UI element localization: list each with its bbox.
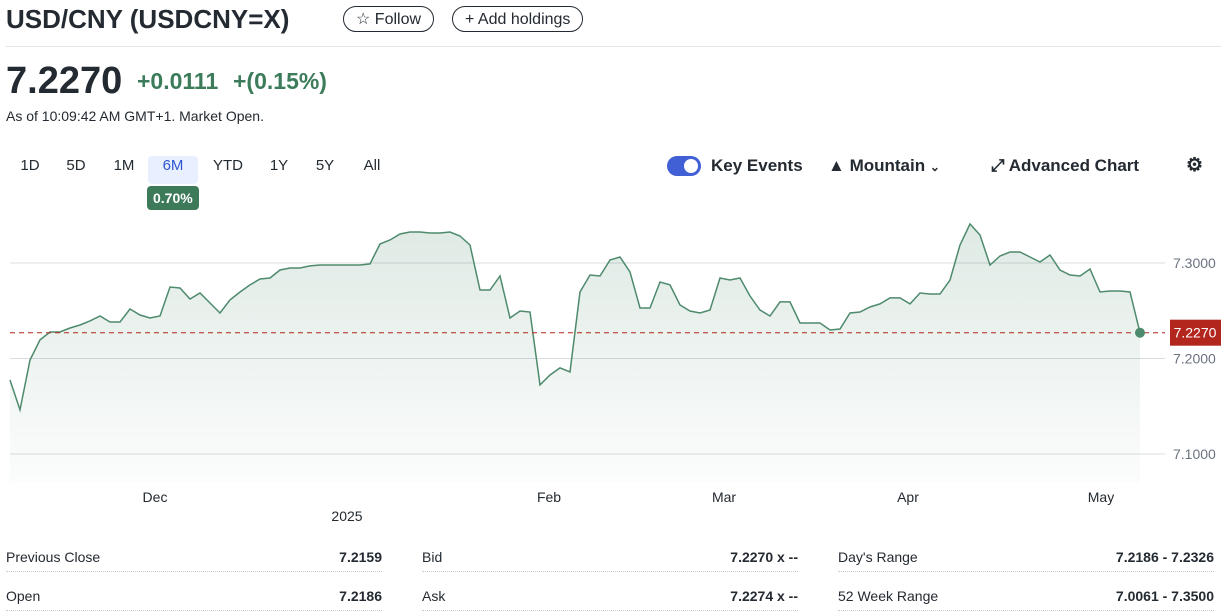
chart-style-label: Mountain — [849, 156, 926, 175]
stat-label: Open — [6, 588, 41, 604]
stat-value: 7.2274 x -- — [730, 588, 798, 604]
x-tick-label: Mar — [712, 489, 736, 505]
x-tick-label: May — [1088, 489, 1114, 505]
range-button[interactable]: 5Y — [315, 157, 335, 174]
x-tick-label: Apr — [897, 489, 919, 505]
add-holdings-button[interactable]: + Add holdings — [452, 6, 584, 32]
range-change: 0.70% — [147, 186, 199, 210]
as-of: As of 10:09:42 AM GMT+1. Market Open. — [6, 108, 264, 124]
last-point — [1135, 327, 1145, 338]
range-button[interactable]: 1D — [20, 157, 40, 174]
y-tick-label: 7.3000 — [1173, 255, 1216, 271]
stat-separator — [6, 610, 382, 611]
stat-separator — [6, 571, 382, 572]
stat-label: Previous Close — [6, 549, 101, 565]
line — [9, 222, 1141, 413]
current-price-tag — [1170, 319, 1221, 346]
advanced-chart[interactable]: ⤢ Advanced Chart — [991, 156, 1140, 175]
stat-label: Ask — [422, 588, 446, 604]
y-tick-label: 7.2000 — [1173, 350, 1216, 366]
stat-separator — [422, 571, 798, 572]
stat-separator — [838, 610, 1214, 611]
divider — [6, 46, 1221, 47]
change: +0.0111 — [137, 68, 219, 94]
toggle[interactable] — [667, 155, 701, 177]
range-button[interactable]: 5D — [66, 157, 86, 174]
y-tick-label: 7.1000 — [1173, 446, 1216, 462]
current-price-label: 7.2270 — [1174, 325, 1217, 341]
stat-value: 7.0061 - 7.3500 — [1115, 588, 1214, 604]
x-year-label: 2025 — [331, 508, 362, 524]
x-tick-label: Feb — [537, 489, 561, 505]
key-events[interactable]: Key Events — [711, 156, 803, 175]
chart: 7.1000 7.2000 7.3000 7.2270 Dec Feb Mar Apr May 2… — [9, 222, 1221, 524]
stat-separator — [838, 571, 1214, 572]
change-percent: +(0.15%) — [233, 68, 327, 94]
stat-value: 7.2270 x -- — [730, 549, 798, 565]
advanced-chart-label: Advanced Chart — [1008, 156, 1140, 175]
page-title: USD/CNY (USDCNY=X) — [6, 4, 290, 34]
follow-button[interactable]: ☆ Follow — [343, 6, 435, 32]
settings[interactable]: ⚙ — [1186, 155, 1204, 176]
stat-value: 7.2159 — [339, 549, 382, 565]
follow-label: Follow — [374, 11, 422, 28]
add-holdings-label: Add holdings — [477, 11, 571, 28]
chart-style[interactable]: ▲ Mountain ⌄ — [828, 156, 940, 175]
range-button[interactable]: YTD — [213, 157, 243, 174]
range-button[interactable]: 6M — [148, 156, 198, 184]
range-button[interactable]: 1Y — [269, 157, 289, 174]
stat-label: Bid — [422, 549, 443, 565]
x-tick-label: Dec — [143, 489, 168, 505]
range-button[interactable]: All — [363, 157, 381, 174]
stat-label: 52 Week Range — [838, 588, 939, 604]
stat-value: 7.2186 — [339, 588, 382, 604]
range-button[interactable]: 1M — [113, 157, 135, 174]
stat-label: Day's Range — [838, 549, 918, 565]
stat-separator — [422, 610, 798, 611]
stat-value: 7.2186 - 7.2326 — [1115, 549, 1214, 565]
area — [10, 224, 1140, 483]
price: 7.2270 — [6, 60, 123, 102]
